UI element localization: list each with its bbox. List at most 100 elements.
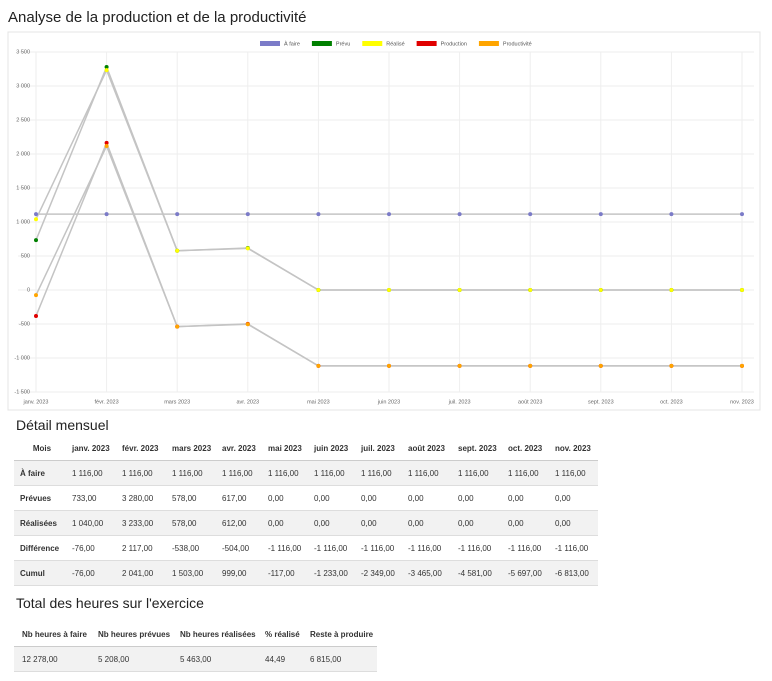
data-point (34, 293, 38, 298)
table-cell: -538,00 (172, 544, 200, 553)
x-tick-label: mars 2023 (164, 399, 190, 405)
table-cell: 1 116,00 (222, 469, 253, 478)
legend-label: Productivité (503, 41, 532, 47)
legend-swatch (311, 41, 332, 46)
table-cell: 0,00 (508, 494, 524, 503)
table-cell: 0,00 (408, 494, 424, 503)
table-cell: -1 233,00 (314, 569, 348, 578)
table-cell: 0,00 (458, 494, 474, 503)
table-cell: 0,00 (555, 494, 571, 503)
row-header: Différence (20, 544, 60, 553)
data-point (245, 246, 250, 251)
legend-label: Réalisé (386, 41, 404, 47)
table-cell: -4 581,00 (458, 569, 492, 578)
table-row (14, 511, 598, 536)
table-cell: 44,49 (265, 655, 286, 664)
table-cell: -1 116,00 (314, 544, 348, 553)
x-tick-label: oct. 2023 (660, 399, 683, 405)
table-cell: -1 116,00 (268, 544, 302, 553)
table-cell: 1 040,00 (72, 519, 104, 528)
y-tick-label: 2 000 (16, 151, 30, 157)
data-point (669, 288, 674, 292)
table-cell: 1 116,00 (361, 469, 392, 478)
y-tick-label: 500 (21, 253, 30, 259)
header-cell: Reste à produire (310, 630, 374, 639)
data-point (528, 363, 533, 368)
data-point (175, 212, 180, 217)
data-point (316, 363, 321, 368)
table-cell: 617,00 (222, 494, 247, 503)
table-cell: -117,00 (268, 569, 295, 578)
table-cell: 0,00 (268, 519, 284, 528)
data-point (528, 212, 533, 217)
legend-swatch (362, 41, 383, 46)
table-cell: -1 116,00 (361, 544, 395, 553)
x-tick-label: nov. 2023 (730, 399, 754, 405)
chart: janv. 2023 févr. 2023 mars 2023 avr. 2023 ma… (7, 31, 761, 411)
table-cell: 0,00 (314, 519, 330, 528)
data-point (387, 212, 391, 217)
data-point (457, 288, 462, 292)
table-cell: 1 116,00 (172, 469, 203, 478)
table-cell: 1 116,00 (72, 469, 103, 478)
table-cell: 0,00 (408, 519, 424, 528)
table-cell: 2 117,00 (122, 544, 153, 553)
x-tick-label: mai 2023 (307, 399, 330, 405)
data-point (104, 212, 109, 217)
legend-label: Prévu (336, 41, 350, 47)
legend-label: Production (441, 41, 467, 47)
table-cell: -1 116,00 (458, 544, 492, 553)
table-cell: 0,00 (268, 494, 284, 503)
header-cell: % réalisé (265, 630, 300, 639)
x-tick-label: janv. 2023 (23, 399, 49, 405)
table-cell: 0,00 (361, 494, 377, 503)
table-cell: -76,00 (72, 569, 95, 578)
header-cell: Nb heures à faire (22, 630, 87, 639)
data-point (34, 314, 38, 319)
table-cell: 5 463,00 (180, 655, 212, 664)
page-title: Analyse de la production et de la produc… (8, 9, 307, 26)
data-point (245, 322, 250, 327)
table-cell: 1 116,00 (314, 469, 345, 478)
x-tick-label: avr. 2023 (236, 399, 259, 405)
header-cell: avr. 2023 (222, 444, 256, 453)
table-cell: 612,00 (222, 519, 247, 528)
table-row (14, 486, 598, 511)
table-cell: 6 815,00 (310, 655, 342, 664)
header-cell: janv. 2023 (72, 444, 110, 453)
data-point (598, 288, 603, 292)
data-point (598, 363, 603, 368)
data-point (104, 144, 109, 149)
y-tick-label: 2 500 (16, 117, 30, 123)
legend-swatch (478, 41, 499, 46)
data-point (316, 288, 321, 292)
table-row (14, 461, 598, 486)
row-header: Réalisées (20, 519, 57, 528)
data-point (316, 212, 321, 217)
table-cell: -504,00 (222, 544, 250, 553)
section-title: Total des heures sur l'exercice (16, 595, 204, 611)
table-cell: -2 349,00 (361, 569, 395, 578)
data-point (245, 212, 250, 217)
table-cell: -76,00 (72, 544, 95, 553)
data-point (34, 238, 38, 243)
data-point (457, 363, 462, 368)
y-tick-label: -1 500 (14, 389, 30, 395)
table-row (14, 647, 377, 672)
table-cell: -1 116,00 (555, 544, 589, 553)
data-point (387, 288, 391, 292)
header-cell: Mois (32, 444, 52, 453)
data-point (669, 363, 674, 368)
row-header: Prévues (20, 494, 52, 503)
y-tick-label: 3 000 (16, 83, 30, 89)
table-cell: 733,00 (72, 494, 97, 503)
x-tick-label: sept. 2023 (588, 399, 614, 405)
legend-swatch (416, 41, 437, 46)
table-row (14, 561, 598, 586)
table-cell: 12 278,00 (22, 655, 58, 664)
row-header: À faire (20, 469, 45, 478)
legend-swatch (260, 41, 280, 46)
table-cell: 578,00 (172, 494, 197, 503)
data-point (740, 212, 744, 217)
header-cell: mars 2023 (172, 444, 212, 453)
